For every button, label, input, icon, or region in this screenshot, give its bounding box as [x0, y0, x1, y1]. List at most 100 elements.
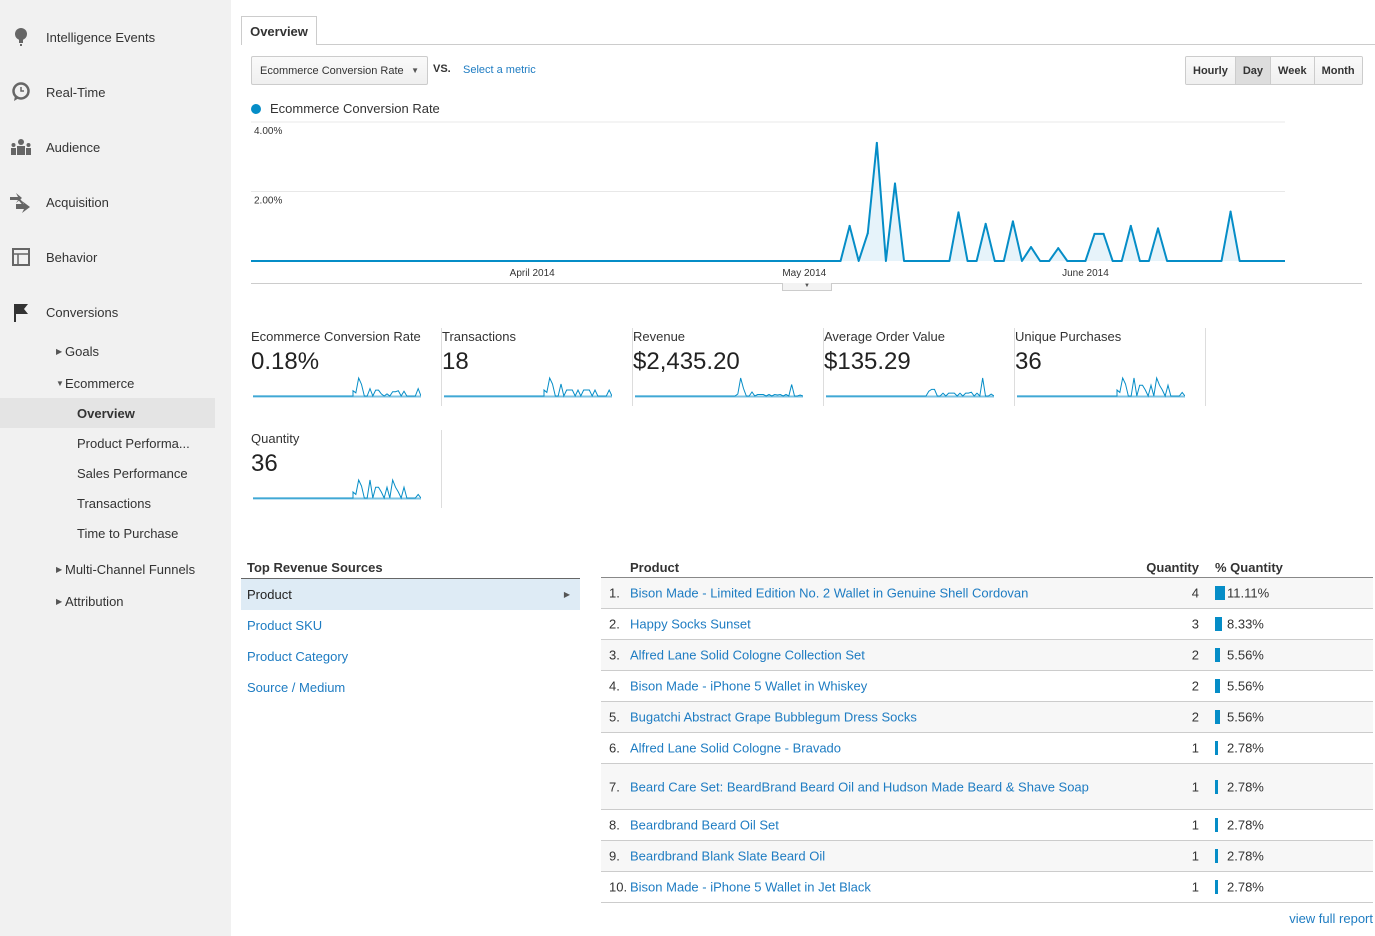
- nav-overview[interactable]: Overview: [0, 398, 215, 428]
- nav-product-performance[interactable]: Product Performa...: [77, 435, 190, 451]
- pct-bar: [1215, 586, 1225, 600]
- nav-intelligence-events[interactable]: Intelligence Events: [0, 22, 215, 52]
- data-point: [866, 232, 869, 235]
- metric-card[interactable]: Revenue $2,435.20: [633, 328, 824, 406]
- day-button[interactable]: Day: [1234, 57, 1271, 84]
- chart-collapse-handle[interactable]: ▼: [782, 283, 832, 291]
- row-rank: 10.: [609, 879, 628, 895]
- data-point: [1030, 246, 1033, 249]
- metric-value: 36: [1015, 348, 1042, 375]
- product-link[interactable]: Beardbrand Beard Oil Set: [630, 817, 779, 833]
- metric-label: Unique Purchases: [1015, 329, 1122, 344]
- row-pct: 5.56%: [1227, 678, 1264, 694]
- metric-dropdown[interactable]: Ecommerce Conversion Rate ▼: [251, 56, 428, 85]
- people-icon: [10, 136, 32, 158]
- series-line: [251, 141, 1285, 262]
- nav-attribution[interactable]: ▶ Attribution: [56, 593, 124, 609]
- metric-label: Average Order Value: [824, 329, 945, 344]
- table-row: 5. Bugatchi Abstract Grape Bubblegum Dre…: [601, 702, 1373, 733]
- row-rank: 1.: [609, 585, 620, 601]
- month-button[interactable]: Month: [1313, 57, 1362, 84]
- data-point: [1229, 210, 1232, 213]
- product-link[interactable]: Bison Made - Limited Edition No. 2 Walle…: [630, 585, 1029, 601]
- legend-dot-icon: [251, 103, 261, 114]
- select-metric-link[interactable]: Select a metric: [463, 64, 536, 76]
- source-product-sku[interactable]: Product SKU: [247, 618, 323, 633]
- nav-multi-channel-funnels[interactable]: ▶ Multi-Channel Funnels: [56, 561, 196, 577]
- line-chart[interactable]: 2.00% 4.00% April 2014 May 2014 June 2014: [240, 115, 1300, 283]
- header-quantity[interactable]: Quantity: [1146, 560, 1199, 575]
- nav-transactions[interactable]: Transactions: [77, 495, 151, 511]
- hourly-button[interactable]: Hourly: [1186, 57, 1235, 84]
- source-product-category[interactable]: Product Category: [247, 649, 349, 664]
- product-link[interactable]: Beard Care Set: BeardBrand Beard Oil and…: [630, 779, 1089, 794]
- data-point: [893, 182, 896, 185]
- row-quantity: 2: [1191, 678, 1199, 694]
- row-pct: 8.33%: [1227, 616, 1264, 632]
- data-point: [957, 211, 960, 214]
- nav-goals[interactable]: ▶ Goals: [56, 343, 99, 359]
- clock-icon: [10, 81, 32, 103]
- area-fill: [251, 142, 1285, 261]
- row-quantity: 1: [1191, 740, 1199, 756]
- caret-right-icon: ▶: [563, 590, 570, 599]
- metric-card[interactable]: Ecommerce Conversion Rate 0.18%: [251, 328, 442, 406]
- data-point: [1157, 227, 1160, 230]
- sparkline: [826, 377, 994, 398]
- product-link[interactable]: Alfred Lane Solid Cologne - Bravado: [630, 740, 842, 756]
- metric-value: 36: [251, 450, 278, 477]
- caret-right-icon: ▶: [56, 596, 63, 606]
- caret-down-icon: ▼: [56, 378, 64, 388]
- sparkline-line: [253, 478, 421, 500]
- metric-value: 18: [442, 348, 469, 375]
- x-tick-label: June 2014: [1062, 268, 1109, 279]
- table-row: 8. Beardbrand Beard Oil Set 1 2.78%: [601, 810, 1373, 841]
- pct-bar: [1215, 880, 1218, 894]
- row-rank: 6.: [609, 740, 620, 756]
- header-pct-quantity[interactable]: % Quantity: [1215, 560, 1283, 575]
- nav-audience[interactable]: Audience: [0, 132, 215, 162]
- nav-sales-performance[interactable]: Sales Performance: [77, 465, 188, 481]
- nav-ecommerce[interactable]: ▼ Ecommerce: [56, 375, 135, 391]
- product-table: Product Quantity % Quantity 1. Bison Mad…: [601, 558, 1373, 903]
- product-link[interactable]: Bison Made - iPhone 5 Wallet in Whiskey: [630, 678, 868, 694]
- product-link[interactable]: Bugatchi Abstract Grape Bubblegum Dress …: [630, 709, 917, 725]
- metric-label: Revenue: [633, 329, 686, 344]
- header-product: Product: [630, 560, 680, 575]
- sparkline-line: [444, 376, 612, 398]
- sparkline-line: [826, 377, 994, 398]
- view-full-report-link[interactable]: view full report: [1289, 911, 1373, 926]
- data-point: [1102, 232, 1105, 235]
- tab-overview[interactable]: Overview: [241, 16, 317, 45]
- nav-time-to-purchase[interactable]: Time to Purchase: [77, 525, 179, 541]
- source-source-medium[interactable]: Source / Medium: [247, 680, 346, 695]
- product-link[interactable]: Beardbrand Blank Slate Beard Oil: [630, 848, 826, 864]
- pct-bar: [1215, 818, 1218, 832]
- source-product[interactable]: Product ▶: [241, 579, 580, 610]
- tab-divider: [241, 44, 1375, 45]
- metric-card[interactable]: Quantity 36: [251, 430, 442, 508]
- nav-acquisition[interactable]: Acquisition: [0, 187, 215, 217]
- metric-value: $2,435.20: [633, 348, 740, 375]
- product-link[interactable]: Bison Made - iPhone 5 Wallet in Jet Blac…: [630, 879, 871, 895]
- row-rank: 8.: [609, 817, 620, 833]
- row-quantity: 2: [1191, 647, 1199, 663]
- week-button[interactable]: Week: [1270, 57, 1314, 84]
- data-point: [1129, 224, 1132, 227]
- nav-conversions[interactable]: Conversions: [0, 297, 215, 327]
- row-quantity: 2: [1191, 709, 1199, 725]
- nav-behavior[interactable]: Behavior: [0, 242, 215, 272]
- metric-card[interactable]: Average Order Value $135.29: [824, 328, 1015, 406]
- row-quantity: 3: [1191, 616, 1199, 632]
- product-link[interactable]: Happy Socks Sunset: [630, 616, 751, 632]
- table-row: 6. Alfred Lane Solid Cologne - Bravado 1…: [601, 733, 1373, 764]
- product-link[interactable]: Alfred Lane Solid Cologne Collection Set: [630, 647, 865, 663]
- data-point: [1057, 247, 1060, 250]
- nav-real-time[interactable]: Real-Time: [0, 77, 215, 107]
- flag-icon: [10, 301, 32, 323]
- metric-card[interactable]: Transactions 18: [442, 328, 633, 406]
- metric-label: Quantity: [251, 431, 300, 446]
- table-row: 2. Happy Socks Sunset 3 8.33%: [601, 609, 1373, 640]
- pct-bar: [1215, 710, 1220, 724]
- metric-card[interactable]: Unique Purchases 36: [1015, 328, 1206, 406]
